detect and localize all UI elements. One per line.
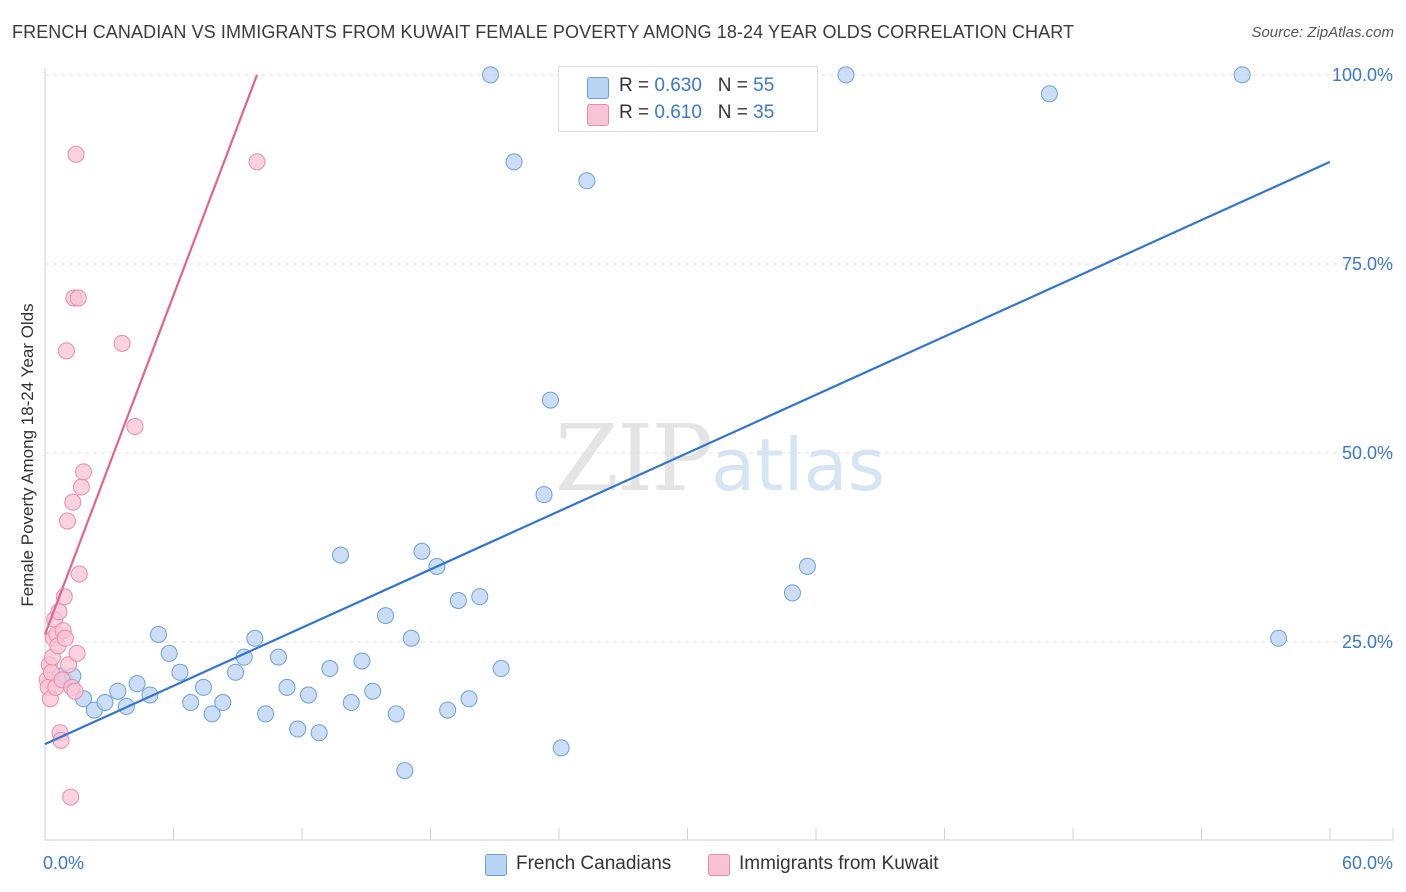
- watermark-atlas: atlas: [711, 423, 886, 507]
- r-value: 0.610: [654, 102, 702, 123]
- point-french-canadian: [449, 591, 467, 609]
- point-french-canadian: [150, 625, 168, 643]
- point-french-canadian: [203, 705, 221, 723]
- point-french-canadian: [798, 557, 816, 575]
- point-kuwait: [113, 334, 131, 352]
- point-french-canadian: [413, 542, 431, 560]
- trend-lines: [43, 74, 1331, 746]
- point-french-canadian: [269, 648, 287, 666]
- point-kuwait: [66, 682, 84, 700]
- point-french-canadian: [396, 762, 414, 780]
- n-label: N =: [717, 102, 754, 123]
- point-kuwait: [67, 145, 85, 163]
- point-french-canadian: [552, 739, 570, 757]
- point-french-canadian: [535, 486, 553, 504]
- point-kuwait: [72, 478, 90, 496]
- watermark: ZIPatlas: [555, 405, 885, 512]
- point-french-canadian: [1270, 629, 1288, 647]
- point-french-canadian: [299, 686, 317, 704]
- point-french-canadian: [214, 694, 232, 712]
- point-kuwait: [70, 565, 88, 583]
- point-french-canadian: [541, 391, 559, 409]
- source-label: Source: ZipAtlas.com: [1251, 24, 1394, 41]
- point-french-canadian: [402, 629, 420, 647]
- point-french-canadian: [578, 172, 596, 190]
- point-french-canadian: [505, 153, 523, 171]
- series-legend: French Canadians Immigrants from Kuwait: [0, 852, 1406, 876]
- point-french-canadian: [492, 660, 510, 678]
- point-kuwait: [75, 463, 93, 481]
- point-french-canadian: [171, 663, 189, 681]
- legend-swatch-blue: [485, 854, 507, 876]
- x-tick-label: 60.0%: [1342, 853, 1393, 873]
- point-french-canadian: [783, 584, 801, 602]
- point-kuwait: [64, 493, 82, 511]
- tick-labels: 25.0% 50.0% 75.0% 100.0% 0.0% 60.0%: [43, 65, 1393, 873]
- r-value: 0.630: [654, 75, 702, 96]
- point-kuwait: [62, 788, 80, 806]
- point-french-canadian: [96, 694, 114, 712]
- point-french-canadian: [257, 705, 275, 723]
- point-kuwait: [248, 153, 266, 171]
- point-kuwait: [58, 512, 76, 530]
- point-kuwait: [60, 656, 78, 674]
- n-label: N =: [717, 75, 754, 96]
- legend-swatch-blue: [587, 77, 609, 99]
- point-french-canadian: [1233, 66, 1251, 84]
- x-tick-label: 0.0%: [43, 853, 84, 873]
- y-tick-label: 100.0%: [1332, 65, 1393, 85]
- point-french-canadian: [289, 720, 307, 738]
- y-tick-label: 25.0%: [1342, 632, 1393, 652]
- point-french-canadian: [321, 660, 339, 678]
- point-french-canadian: [182, 694, 200, 712]
- point-french-canadian: [460, 690, 478, 708]
- watermark-zip: ZIP: [555, 405, 713, 512]
- point-kuwait: [56, 629, 74, 647]
- legend-label: French Canadians: [516, 853, 672, 874]
- point-kuwait: [126, 418, 144, 436]
- point-french-canadian: [1040, 85, 1058, 103]
- point-french-canadian: [377, 607, 395, 625]
- legend-swatch-pink: [587, 104, 609, 126]
- r-label: R =: [619, 102, 655, 123]
- axes: [44, 68, 1394, 841]
- point-french-canadian: [342, 694, 360, 712]
- point-french-canadian: [364, 682, 382, 700]
- data-points: [38, 66, 1288, 806]
- point-french-canadian: [310, 724, 328, 742]
- legend-label: Immigrants from Kuwait: [739, 853, 939, 874]
- legend-swatch-pink: [708, 854, 730, 876]
- point-french-canadian: [278, 678, 296, 696]
- n-value: 35: [753, 102, 775, 123]
- point-french-canadian: [837, 66, 855, 84]
- point-french-canadian: [227, 663, 245, 681]
- y-tick-label: 75.0%: [1342, 254, 1393, 274]
- n-value: 55: [753, 75, 775, 96]
- point-french-canadian: [353, 652, 371, 670]
- trend-line-kuwait: [43, 74, 259, 635]
- point-kuwait: [57, 342, 75, 360]
- chart-title: FRENCH CANADIAN VS IMMIGRANTS FROM KUWAI…: [12, 22, 1075, 42]
- point-french-canadian: [481, 66, 499, 84]
- y-tick-label: 50.0%: [1342, 443, 1393, 463]
- point-french-canadian: [194, 678, 212, 696]
- point-french-canadian: [471, 588, 489, 606]
- grid-lines: [45, 74, 1393, 643]
- point-french-canadian: [387, 705, 405, 723]
- r-label: R =: [619, 75, 655, 96]
- trend-line-french-canadians: [44, 160, 1331, 746]
- point-french-canadian: [332, 546, 350, 564]
- point-french-canadian: [160, 644, 178, 662]
- point-french-canadian: [246, 629, 264, 647]
- stats-legend: R = 0.630 N = 55 R = 0.610 N = 35: [558, 66, 818, 132]
- point-kuwait: [69, 289, 87, 307]
- point-french-canadian: [128, 675, 146, 693]
- point-french-canadian: [439, 701, 457, 719]
- point-french-canadian: [109, 682, 127, 700]
- point-kuwait: [68, 644, 86, 662]
